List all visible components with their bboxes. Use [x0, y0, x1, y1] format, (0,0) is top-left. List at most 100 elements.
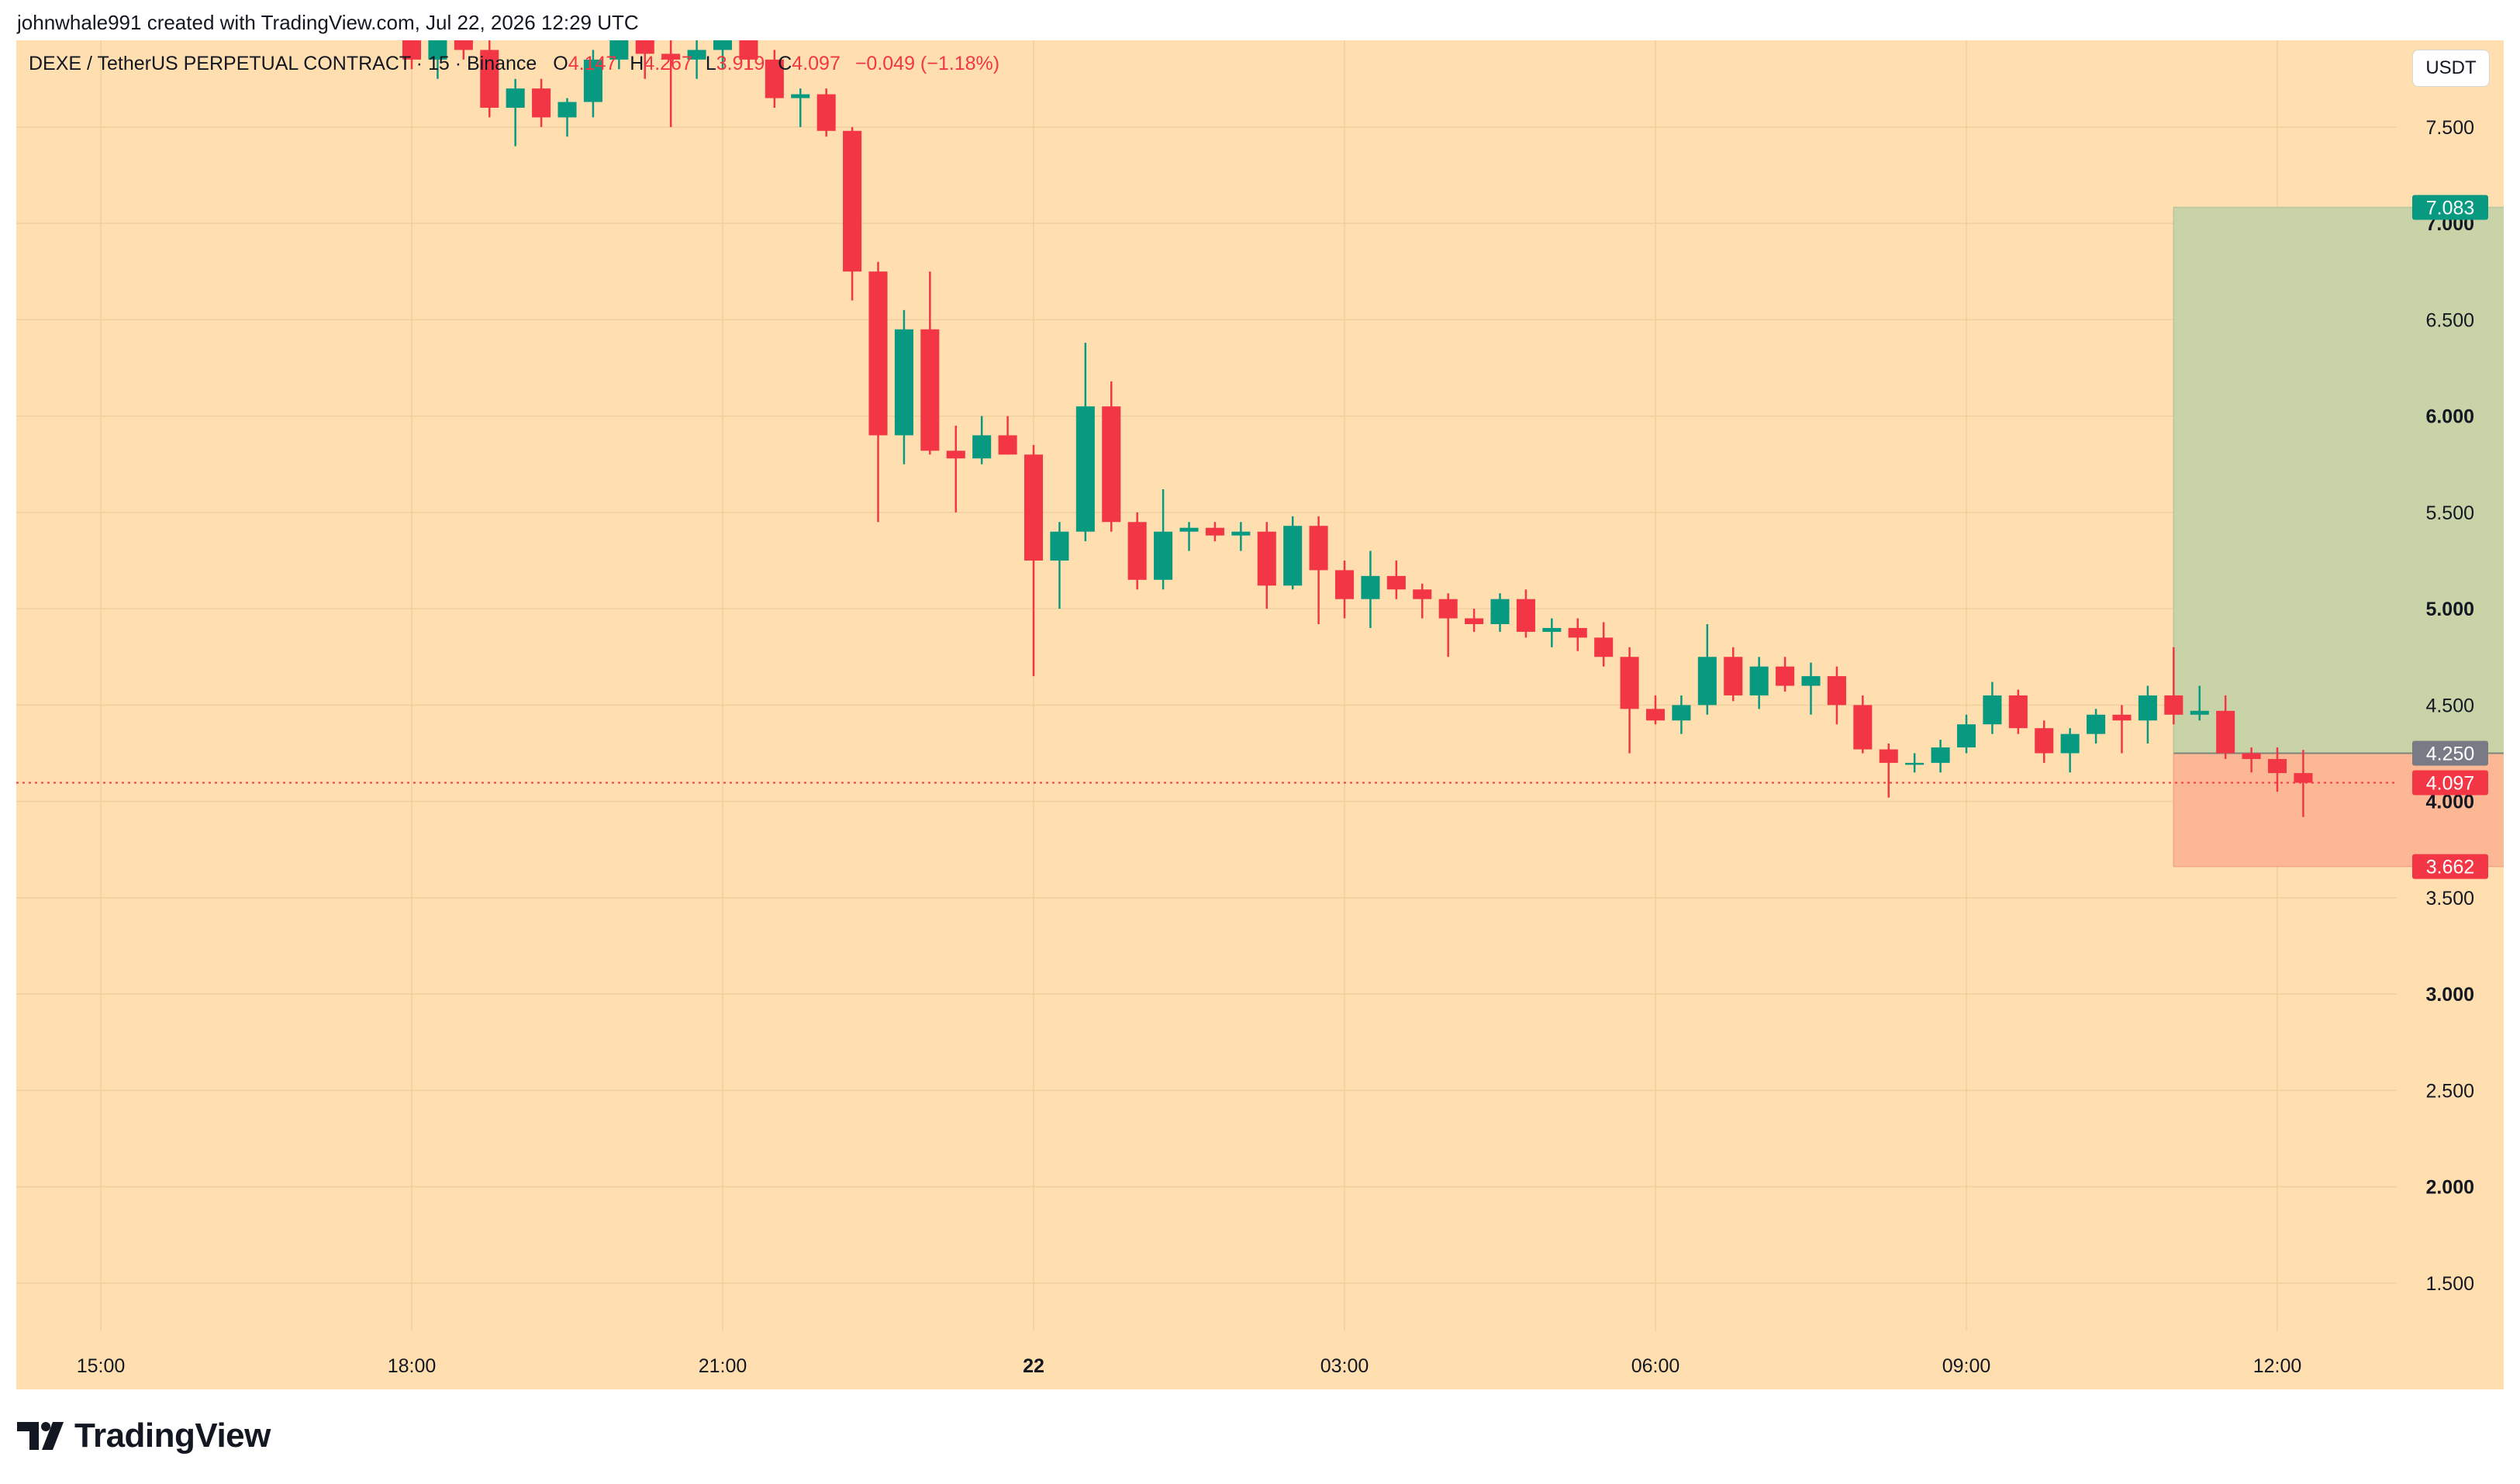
candle-36 [1334, 560, 1355, 619]
candle-body [635, 40, 654, 54]
candle-body [1334, 570, 1355, 599]
candle-58 [1905, 753, 1925, 773]
candle-7 [583, 50, 602, 118]
candle-60 [1956, 714, 1976, 754]
candle-71 [2242, 747, 2261, 773]
candle-40 [1438, 593, 1458, 657]
candle-41 [1465, 609, 1484, 632]
candle-16 [816, 88, 836, 137]
low-value: 3.919 [716, 53, 765, 74]
candle-body [972, 435, 992, 459]
candle-body [791, 94, 810, 98]
candle-body [1931, 747, 1950, 763]
candle-body [1413, 589, 1432, 599]
candle-35 [1309, 516, 1328, 624]
candle-51 [1724, 647, 1743, 702]
candle-9 [635, 40, 654, 79]
candle-52 [1749, 657, 1769, 709]
candle-body [816, 94, 836, 131]
candle-28 [1127, 512, 1147, 590]
candle-17 [843, 126, 862, 301]
candle-body [713, 40, 733, 50]
open-label: O [553, 53, 568, 74]
candle-body [2035, 728, 2054, 754]
candle-48 [1645, 695, 1666, 725]
price-tick-label: 5.000 [2425, 599, 2474, 620]
symbol-legend: DEXE / TetherUS PERPETUAL CONTRACT · 15 … [29, 53, 999, 75]
candle-body [2242, 753, 2261, 759]
candle-body [2294, 773, 2313, 783]
entry-price-badge-bg [2412, 740, 2488, 766]
grid-lines [16, 40, 2397, 1331]
candle-44 [1542, 618, 1562, 647]
candle-18 [868, 261, 888, 523]
candle-body [1386, 575, 1406, 590]
candle-body [687, 50, 706, 60]
candle-47 [1620, 647, 1639, 754]
candle-46 [1594, 622, 1614, 667]
chart-canvas[interactable]: 1.5002.0002.5003.0003.5004.0004.5005.000… [16, 40, 2504, 1389]
tradingview-logo[interactable]: TradingView [17, 1413, 271, 1459]
candle-body [1309, 526, 1328, 571]
candle-54 [1801, 662, 1821, 715]
candle-body [2112, 714, 2132, 721]
long-position-tool[interactable] [2173, 206, 2504, 868]
candle-21 [946, 426, 965, 512]
candle-body [1231, 531, 1251, 536]
candle-body [480, 50, 499, 108]
time-axis[interactable]: 15:0018:0021:002203:0006:0009:0012:0015:… [77, 1355, 2504, 1377]
candle-body [765, 59, 784, 98]
candle-body [2216, 710, 2235, 754]
candle-57 [1879, 744, 1898, 798]
time-tick-label: 12:00 [2253, 1355, 2302, 1377]
candle-65 [2087, 709, 2106, 744]
candle-body [2190, 710, 2209, 715]
price-tick-label: 2.000 [2425, 1177, 2474, 1199]
candle-34 [1283, 516, 1303, 590]
candle-body [1776, 666, 1795, 686]
candle-31 [1205, 522, 1224, 542]
candle-68 [2164, 647, 2183, 725]
candle-body [1724, 657, 1743, 695]
high-label: H [630, 53, 644, 74]
candle-body [1361, 575, 1380, 599]
price-axis[interactable]: 1.5002.0002.5003.0003.5004.0004.5005.000… [2425, 117, 2474, 1295]
stop-price-badge: 3.662 [2412, 854, 2488, 879]
candle-24 [1024, 444, 1044, 677]
candle-50 [1697, 623, 1717, 715]
last-price-badge-text: 4.097 [2426, 772, 2475, 794]
candle-body [532, 88, 551, 118]
candle-1 [428, 40, 447, 79]
close-label: C [778, 53, 792, 74]
candle-body [1827, 676, 1846, 706]
stop-price-badge-bg [2412, 854, 2488, 879]
high-value: 4.267 [644, 53, 692, 74]
symbol-title: DEXE / TetherUS PERPETUAL CONTRACT · 15 … [29, 53, 537, 74]
candle-8 [609, 40, 629, 70]
candle-body [2138, 695, 2157, 721]
chart-area[interactable]: 1.500 2.000 2.500 3.000 3.500 4.000 4.500 5.000… [16, 40, 2504, 1389]
time-tick-label: 09:00 [1942, 1355, 1991, 1377]
candle-67 [2138, 685, 2157, 744]
candle-59 [1931, 740, 1950, 773]
currency-unit-button[interactable]: USDT [2412, 50, 2490, 87]
low-label: L [705, 53, 716, 74]
candle-30 [1179, 522, 1199, 551]
candle-39 [1413, 583, 1432, 619]
change-value: −0.049 (−1.18%) [854, 53, 1000, 74]
candle-body [1283, 526, 1303, 586]
candle-37 [1361, 550, 1380, 628]
candle-29 [1154, 489, 1173, 590]
candle-49 [1672, 695, 1691, 734]
chart-caption: johnwhale991 created with TradingView.co… [17, 11, 639, 34]
candle-20 [920, 271, 940, 455]
candle-body [1542, 627, 1562, 632]
candle-body [1879, 749, 1898, 763]
time-tick-label: 03:00 [1320, 1355, 1369, 1377]
stop-price-badge-text: 3.662 [2426, 857, 2475, 878]
candle-72 [2267, 747, 2287, 792]
candle-body [868, 271, 888, 436]
candle-22 [972, 416, 992, 464]
price-tick-label: 6.500 [2425, 309, 2474, 331]
candle-body [1024, 454, 1044, 561]
